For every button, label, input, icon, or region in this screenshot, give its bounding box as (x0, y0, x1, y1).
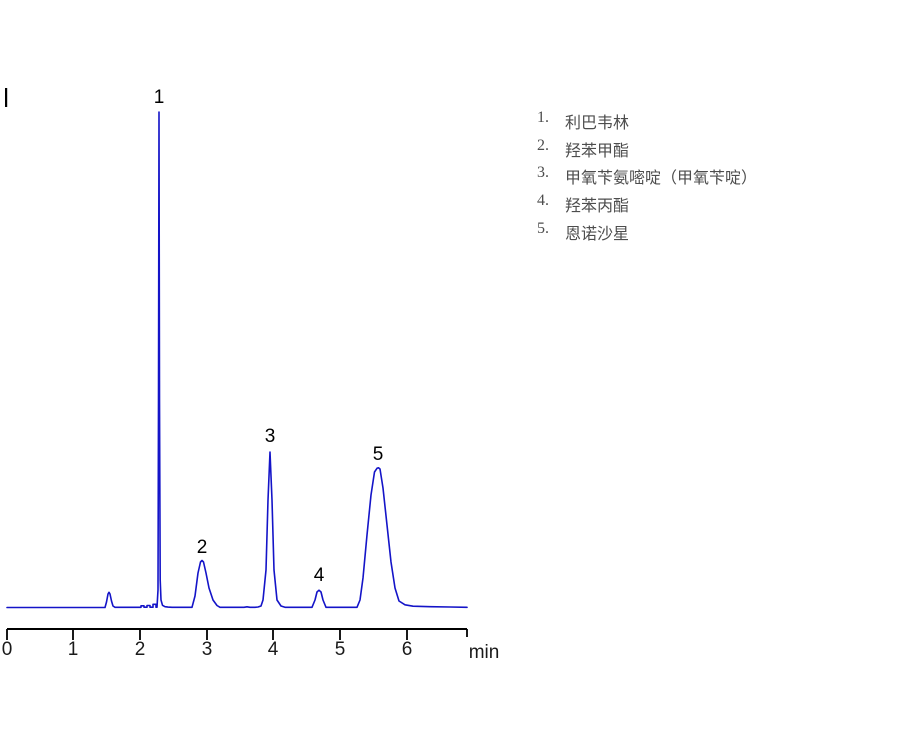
svg-text:3: 3 (265, 426, 276, 447)
svg-text:2: 2 (135, 639, 146, 660)
svg-text:1: 1 (68, 639, 79, 660)
svg-text:5: 5 (335, 639, 346, 660)
svg-text:1: 1 (154, 87, 165, 108)
svg-text:2: 2 (197, 537, 208, 558)
svg-text:4: 4 (268, 639, 279, 660)
svg-text:3: 3 (202, 639, 213, 660)
svg-text:0: 0 (2, 639, 13, 660)
svg-text:6: 6 (402, 639, 413, 660)
svg-text:min: min (469, 642, 500, 663)
svg-text:5: 5 (373, 444, 384, 465)
svg-text:4: 4 (314, 565, 325, 586)
